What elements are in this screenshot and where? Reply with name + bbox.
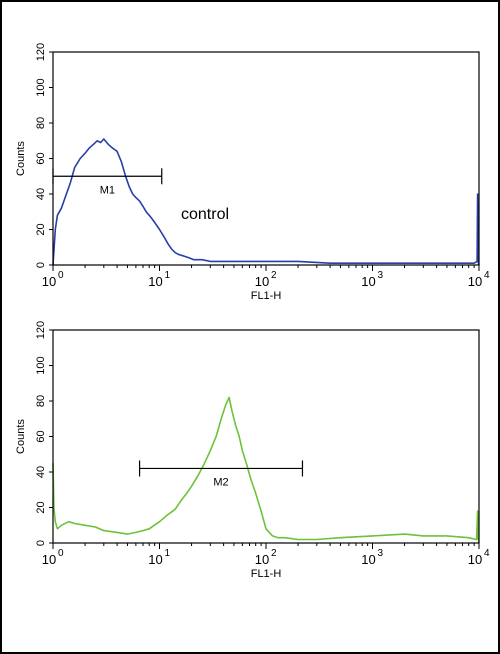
x-tick-exponent: 4	[484, 270, 490, 281]
x-tick-exponent: 2	[271, 548, 277, 559]
x-tick-label: 10	[255, 274, 269, 289]
y-tick-label: 80	[35, 395, 47, 407]
x-tick-exponent: 0	[58, 548, 64, 559]
histogram-trace	[52, 396, 480, 544]
y-tick-label: 100	[35, 356, 47, 374]
histogram-trace	[52, 138, 480, 266]
y-tick-label: 20	[35, 501, 47, 513]
y-tick-label: 100	[35, 78, 47, 96]
x-axis-title: FL1-H	[251, 568, 282, 580]
y-axis-title: Counts	[15, 141, 27, 176]
y-tick-label: 60	[35, 430, 47, 442]
x-tick-exponent: 0	[58, 270, 64, 281]
y-tick-label: 60	[35, 152, 47, 164]
y-tick-label: 0	[35, 262, 47, 268]
x-tick-label: 10	[42, 274, 56, 289]
control-annotation: control	[181, 206, 229, 223]
marker-label: M1	[100, 184, 115, 196]
y-tick-label: 120	[35, 43, 47, 61]
y-tick-label: 40	[35, 188, 47, 200]
x-tick-label: 10	[468, 552, 482, 567]
x-tick-exponent: 4	[484, 548, 490, 559]
x-tick-label: 10	[361, 274, 375, 289]
y-tick-label: 20	[35, 223, 47, 235]
marker-label: M2	[213, 476, 228, 488]
x-tick-exponent: 2	[271, 270, 277, 281]
x-tick-label: 10	[42, 552, 56, 567]
plot-area-frame	[52, 51, 480, 266]
y-tick-label: 0	[35, 540, 47, 546]
y-axis-title: Counts	[15, 419, 27, 454]
x-tick-label: 10	[255, 552, 269, 567]
y-tick-label: 80	[35, 117, 47, 129]
y-tick-label: 120	[35, 321, 47, 339]
x-tick-label: 10	[361, 552, 375, 567]
x-tick-exponent: 3	[378, 270, 384, 281]
x-tick-label: 10	[148, 552, 162, 567]
plot-area-frame	[52, 329, 480, 544]
x-tick-label: 10	[148, 274, 162, 289]
x-tick-exponent: 1	[165, 548, 171, 559]
x-tick-label: 10	[468, 274, 482, 289]
x-tick-exponent: 3	[378, 548, 384, 559]
x-tick-exponent: 1	[165, 270, 171, 281]
x-axis-title: FL1-H	[251, 290, 282, 302]
y-tick-label: 40	[35, 466, 47, 478]
